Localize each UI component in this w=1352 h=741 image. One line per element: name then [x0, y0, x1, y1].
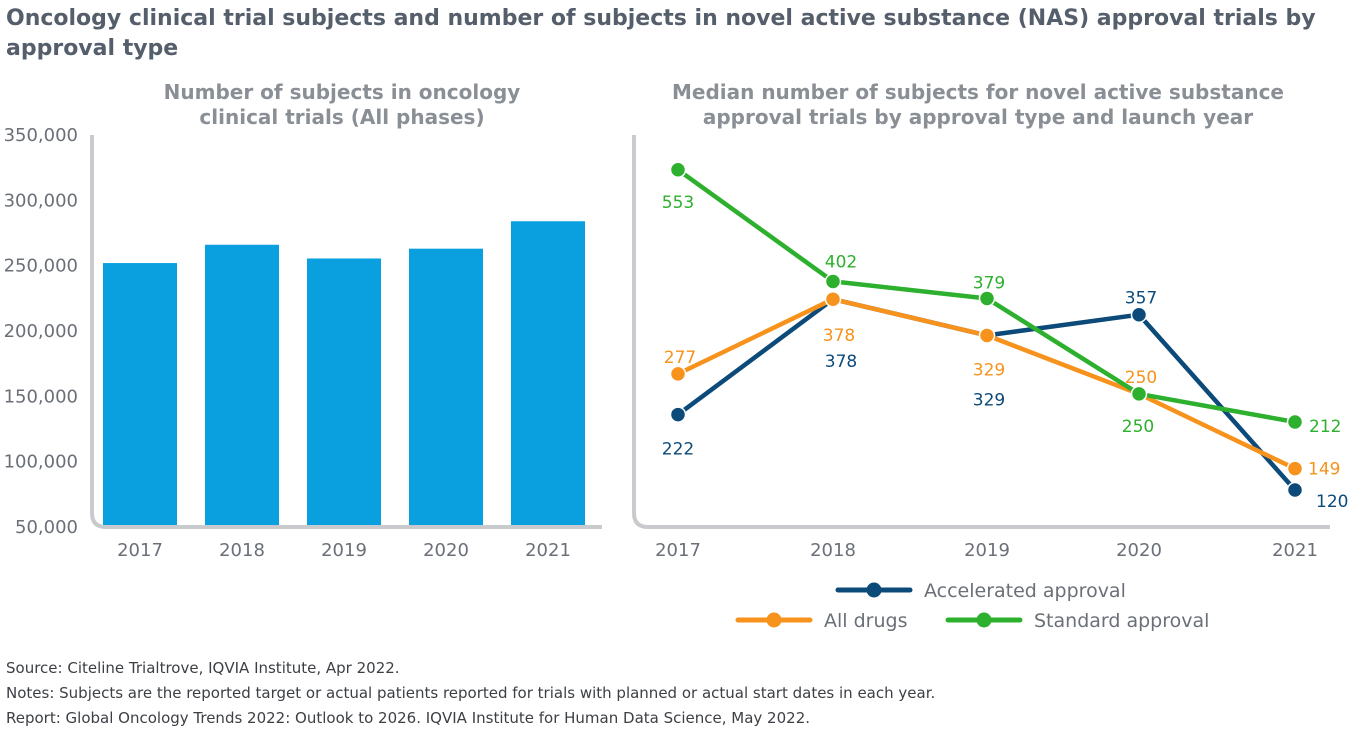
point-all-drugs-2021 — [1286, 460, 1304, 477]
point-standard-approval-2020 — [1130, 385, 1148, 403]
data-label-accelerated-approval-2021: 120 — [1316, 492, 1348, 512]
bar-chart-y-tick: 50,000 — [15, 517, 78, 538]
subjects-bar-chart: Number of subjects in oncology clinical … — [4, 80, 602, 561]
line-chart-title-line-2: approval trials by approval type and lau… — [703, 105, 1253, 129]
line-chart-legend: Accelerated approval All drugs Standard ap… — [735, 580, 1209, 632]
data-label-all-drugs-2019: 329 — [973, 360, 1005, 380]
data-label-accelerated-approval-2018: 378 — [825, 352, 857, 372]
bar-chart-x-tick-2019: 2019 — [321, 540, 367, 561]
point-all-drugs-2019 — [978, 327, 996, 344]
data-label-standard-approval-2021: 212 — [1309, 417, 1341, 437]
line-chart-title-line-1: Median number of subjects for novel acti… — [672, 80, 1284, 104]
footer-notes: Source: Citeline Trialtrove, IQVIA Insti… — [6, 656, 935, 731]
point-accelerated-approval-2020 — [1130, 306, 1148, 323]
data-label-all-drugs-2017: 277 — [664, 348, 696, 368]
point-accelerated-approval-2017 — [669, 406, 687, 423]
line-chart-x-tick-2021: 2021 — [1272, 540, 1318, 561]
legend-label-standard-approval: Standard approval — [1034, 610, 1209, 632]
bar-chart-y-tick: 300,000 — [4, 190, 78, 211]
point-standard-approval-2018 — [824, 273, 842, 290]
bar-2020 — [409, 248, 483, 525]
bar-2017 — [103, 263, 177, 525]
page-title: Oncology clinical trial subjects and num… — [6, 6, 1316, 61]
line-chart-axis — [632, 135, 1330, 529]
data-label-accelerated-approval-2019: 329 — [973, 390, 1005, 410]
legend-swatch-marker-all-drugs — [766, 612, 782, 628]
bar-chart-y-tick: 200,000 — [4, 321, 78, 342]
line-chart-x-tick-2018: 2018 — [810, 540, 856, 561]
data-label-standard-approval-2017: 553 — [662, 193, 694, 213]
bar-chart-y-tick: 350,000 — [4, 125, 78, 146]
data-label-standard-approval-2019: 379 — [973, 273, 1005, 293]
line-chart-x-tick-2019: 2019 — [964, 540, 1010, 561]
bar-chart-x-tick-2017: 2017 — [117, 540, 163, 561]
bar-chart-y-tick: 150,000 — [4, 386, 78, 407]
bar-chart-x-tick-2021: 2021 — [525, 540, 571, 561]
line-chart-x-tick-2020: 2020 — [1116, 540, 1162, 561]
charts-canvas: Number of subjects in oncology clinical … — [4, 80, 1349, 632]
legend-label-all-drugs: All drugs — [824, 610, 907, 632]
data-label-accelerated-approval-2020: 357 — [1125, 289, 1157, 309]
bar-chart-y-tick: 100,000 — [4, 452, 78, 473]
report-note: Report: Global Oncology Trends 2022: Out… — [6, 709, 811, 727]
legend-swatch-marker-standard-approval — [976, 612, 992, 628]
data-label-all-drugs-2018: 378 — [823, 326, 855, 346]
point-accelerated-approval-2021 — [1286, 481, 1304, 499]
bar-chart-axis — [90, 135, 602, 529]
data-label-all-drugs-2020: 250 — [1125, 368, 1157, 388]
bar-2018 — [205, 244, 279, 525]
point-all-drugs-2017 — [669, 365, 687, 383]
data-label-all-drugs-2021: 149 — [1308, 460, 1340, 480]
bar-chart-x-tick-2018: 2018 — [219, 540, 265, 561]
bar-2021 — [511, 221, 585, 526]
source-note: Source: Citeline Trialtrove, IQVIA Insti… — [6, 659, 400, 677]
notes-text: Notes: Subjects are the reported target … — [6, 684, 936, 702]
bar-chart-title-line-1: Number of subjects in oncology — [164, 80, 521, 104]
legend-swatch-marker-accelerated-approval — [866, 582, 882, 598]
data-label-accelerated-approval-2017: 222 — [662, 440, 694, 460]
data-label-standard-approval-2020: 250 — [1122, 417, 1154, 437]
bar-chart-x-tick-2020: 2020 — [423, 540, 469, 561]
point-standard-approval-2017 — [669, 161, 687, 179]
point-standard-approval-2021 — [1286, 413, 1304, 431]
legend-label-accelerated-approval: Accelerated approval — [924, 580, 1126, 602]
line-chart-x-tick-2017: 2017 — [655, 540, 701, 561]
point-standard-approval-2019 — [978, 290, 996, 307]
point-all-drugs-2018 — [824, 290, 842, 308]
median-subjects-line-chart: Median number of subjects for novel acti… — [632, 80, 1348, 632]
bar-chart-y-tick: 250,000 — [4, 256, 78, 277]
data-label-standard-approval-2018: 402 — [825, 252, 857, 272]
bar-chart-title-line-2: clinical trials (All phases) — [199, 105, 484, 129]
bar-2019 — [307, 258, 381, 525]
